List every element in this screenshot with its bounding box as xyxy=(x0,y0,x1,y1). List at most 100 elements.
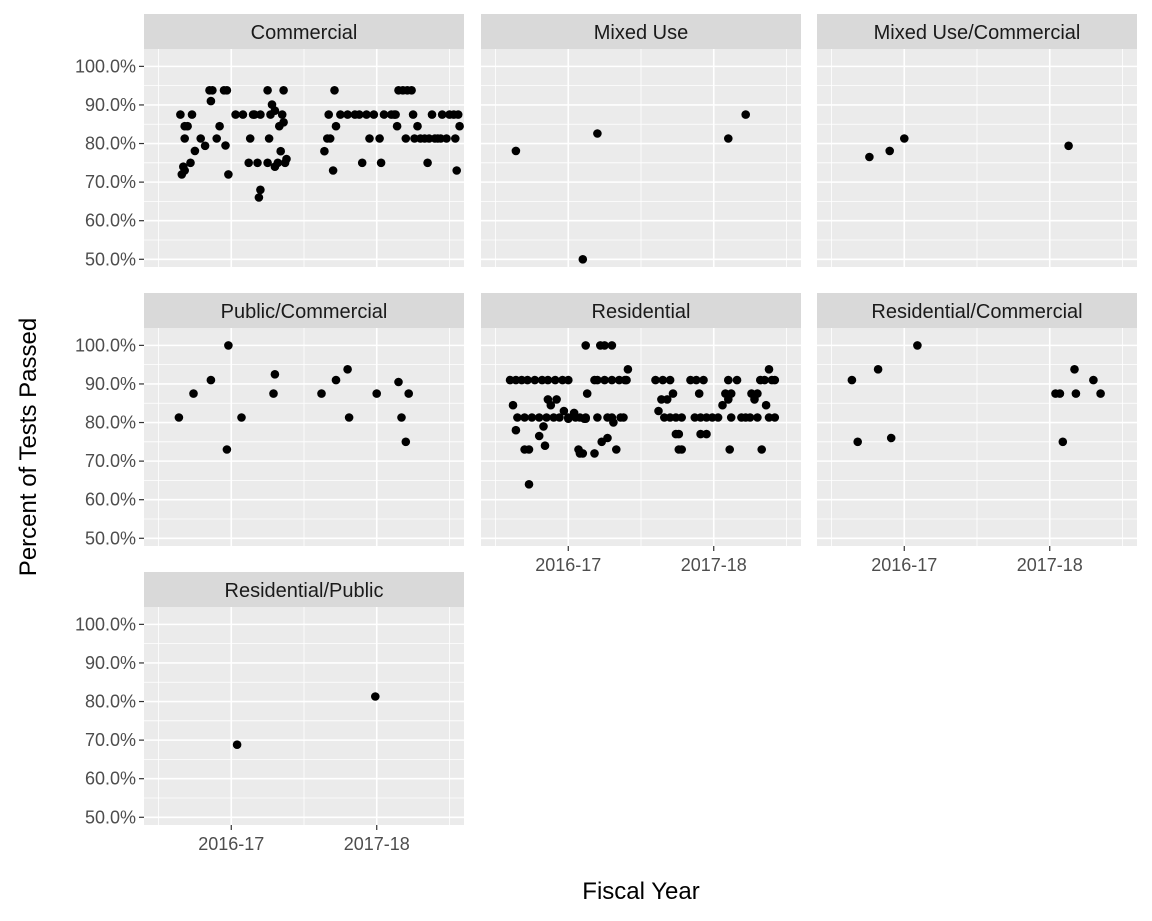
data-point xyxy=(263,86,272,95)
data-point xyxy=(657,395,666,404)
data-point xyxy=(770,413,780,422)
data-point xyxy=(391,110,400,119)
data-point xyxy=(593,129,602,138)
data-point xyxy=(237,413,246,422)
data-point xyxy=(853,437,862,447)
data-point xyxy=(654,406,663,416)
data-point xyxy=(256,110,265,119)
data-point xyxy=(206,96,216,106)
data-point xyxy=(190,146,200,156)
data-point xyxy=(408,110,418,119)
data-point xyxy=(607,341,617,350)
facet-strip-label: Commercial xyxy=(251,22,358,44)
data-point xyxy=(581,341,590,350)
data-point xyxy=(527,413,537,422)
data-point xyxy=(254,193,264,202)
data-point xyxy=(331,375,341,385)
y-tick-label: 50.0% xyxy=(85,528,136,548)
data-point xyxy=(1071,389,1081,398)
data-point xyxy=(702,429,711,439)
data-point xyxy=(564,375,573,385)
data-point xyxy=(238,110,248,119)
data-point xyxy=(873,365,883,374)
data-point xyxy=(215,121,224,131)
data-point xyxy=(603,433,612,443)
data-point xyxy=(542,413,551,422)
data-point xyxy=(180,166,189,175)
data-point xyxy=(453,110,463,119)
data-point xyxy=(753,413,762,422)
facet-strip xyxy=(481,293,801,328)
data-point xyxy=(550,375,560,385)
data-point xyxy=(593,375,602,385)
data-point xyxy=(886,433,896,443)
data-point xyxy=(1064,141,1073,151)
facet-strip xyxy=(144,572,464,607)
facet-mixed-use: Mixed Use xyxy=(481,14,801,267)
y-tick-label: 50.0% xyxy=(85,249,136,269)
data-point xyxy=(452,166,462,175)
data-point xyxy=(232,740,242,749)
data-point xyxy=(423,158,432,168)
data-point xyxy=(187,110,197,119)
y-tick-label: 70.0% xyxy=(85,172,136,192)
data-point xyxy=(328,166,338,175)
data-point xyxy=(523,375,532,385)
data-point xyxy=(442,134,451,143)
data-point xyxy=(186,158,195,168)
data-point xyxy=(540,441,550,451)
facet-mixed-use-commercial: Mixed Use/Commercial xyxy=(817,14,1137,267)
data-point xyxy=(282,154,291,164)
data-point xyxy=(555,413,564,422)
data-point xyxy=(699,375,708,385)
data-point xyxy=(578,449,588,458)
y-tick-label: 90.0% xyxy=(85,374,136,394)
data-point xyxy=(1070,365,1079,374)
facet-strip-label: Residential/Public xyxy=(225,580,384,602)
y-tick-label: 100.0% xyxy=(75,56,136,76)
x-axes: 2016-17 2017-18 2016-17 2017-18 2016-17 2017-… xyxy=(198,546,1083,854)
data-point xyxy=(530,375,540,385)
facet-panels: Commercial Mixed Use Mixed Use/Commercial P… xyxy=(144,14,1137,825)
data-point xyxy=(651,375,660,385)
data-point xyxy=(607,375,617,385)
data-point xyxy=(325,134,335,143)
data-point xyxy=(369,110,379,119)
data-point xyxy=(718,400,727,410)
data-point xyxy=(724,375,733,385)
data-point xyxy=(543,375,553,385)
data-point xyxy=(668,389,678,398)
data-point xyxy=(270,106,280,115)
data-point xyxy=(407,86,416,95)
data-point xyxy=(404,389,414,398)
facet-strip-label: Mixed Use/Commercial xyxy=(874,22,1081,44)
facet-strip-label: Mixed Use xyxy=(594,22,688,44)
data-point xyxy=(206,375,216,385)
y-tick-label: 90.0% xyxy=(85,653,136,673)
data-point xyxy=(253,158,262,168)
y-tick-label: 60.0% xyxy=(85,769,136,789)
data-point xyxy=(196,134,205,143)
data-point xyxy=(745,413,755,422)
data-point xyxy=(913,341,922,350)
y-tick-label: 60.0% xyxy=(85,211,136,231)
data-point xyxy=(552,395,561,404)
data-point xyxy=(582,389,592,398)
data-point xyxy=(174,413,184,422)
data-point xyxy=(696,429,705,439)
data-point xyxy=(847,375,857,385)
facet-strip xyxy=(817,14,1137,49)
facet-residential-commercial: Residential/Commercial xyxy=(817,293,1137,546)
data-point xyxy=(277,110,287,119)
data-point xyxy=(600,341,609,350)
data-point xyxy=(330,86,339,95)
data-point xyxy=(376,158,386,168)
data-point xyxy=(677,413,686,422)
data-point xyxy=(372,389,382,398)
facet-strip-label: Residential/Commercial xyxy=(871,301,1082,323)
data-point xyxy=(658,375,668,385)
x-tick-label: 2017-18 xyxy=(1017,555,1083,575)
data-point xyxy=(581,414,590,424)
data-point xyxy=(176,110,185,119)
facet-strip-label: Residential xyxy=(592,301,691,323)
